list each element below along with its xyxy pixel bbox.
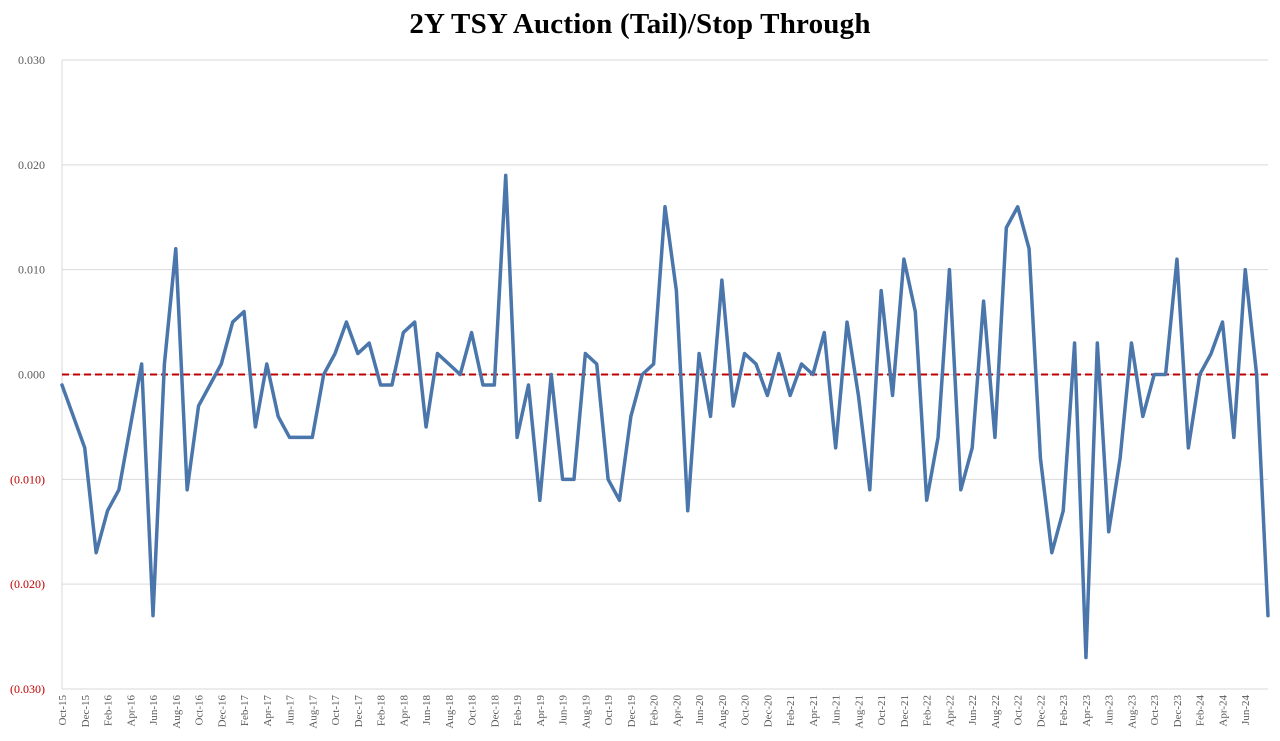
x-tick-label: Oct-16: [194, 695, 206, 726]
y-tick-label: (0.020): [10, 577, 45, 591]
x-tick-label: Feb-21: [785, 695, 797, 726]
x-tick-label: Feb-22: [922, 695, 934, 726]
x-tick-label: Apr-16: [125, 695, 137, 727]
x-tick-label: Jun-23: [1104, 695, 1116, 725]
x-axis-ticks: Oct-15 Dec-15 Feb-16 Apr-16 Jun-16 Aug-16 Oct-…: [57, 695, 1252, 729]
x-tick-label: Dec-18: [489, 695, 501, 728]
x-tick-label: Feb-16: [103, 695, 115, 727]
x-tick-label: Oct-20: [740, 695, 752, 726]
x-tick-label: Aug-17: [307, 695, 319, 729]
x-tick-label: Oct-23: [1149, 695, 1161, 726]
x-tick-label: Aug-23: [1126, 695, 1138, 729]
y-tick-label: (0.030): [10, 682, 45, 696]
x-tick-label: Apr-21: [808, 695, 820, 727]
x-tick-label: Dec-21: [899, 695, 911, 727]
x-tick-label: Jun-16: [148, 695, 160, 725]
x-tick-label: Apr-23: [1081, 695, 1093, 727]
x-tick-label: Jun-21: [831, 695, 843, 725]
x-tick-label: Feb-23: [1058, 695, 1070, 727]
y-tick-label: 0.030: [18, 53, 45, 67]
x-tick-label: Oct-18: [467, 695, 479, 726]
x-tick-label: Apr-24: [1217, 695, 1229, 727]
x-tick-label: Oct-21: [876, 695, 888, 726]
x-tick-label: Oct-17: [330, 695, 342, 726]
x-tick-label: Feb-19: [512, 695, 524, 727]
x-tick-label: Oct-22: [1013, 695, 1025, 726]
x-tick-label: Dec-16: [216, 695, 228, 728]
x-tick-label: Apr-19: [535, 695, 547, 727]
x-tick-label: Jun-24: [1240, 695, 1252, 725]
x-tick-label: Dec-17: [353, 695, 365, 728]
x-tick-label: Dec-22: [1035, 695, 1047, 727]
x-tick-label: Jun-18: [421, 695, 433, 725]
x-tick-label: Aug-22: [990, 695, 1002, 729]
x-tick-label: Dec-15: [80, 695, 92, 728]
x-tick-label: Aug-20: [717, 695, 729, 729]
x-tick-label: Dec-23: [1172, 695, 1184, 728]
x-tick-label: Dec-19: [626, 695, 638, 728]
chart-title: 2Y TSY Auction (Tail)/Stop Through: [409, 8, 871, 40]
x-tick-label: Apr-22: [944, 695, 956, 727]
y-tick-label: 0.020: [18, 158, 45, 172]
x-tick-label: Feb-24: [1195, 695, 1207, 727]
x-tick-label: Oct-19: [603, 695, 615, 726]
series-layer: [60, 173, 1270, 660]
y-tick-label: 0.000: [18, 368, 45, 382]
x-tick-label: Apr-18: [398, 695, 410, 727]
series-line: [60, 173, 1270, 660]
x-tick-label: Jun-20: [694, 695, 706, 725]
x-tick-label: Apr-17: [262, 695, 274, 727]
x-tick-label: Feb-20: [649, 695, 661, 727]
y-axis-ticks: 0.030 0.020 0.010 0.000 (0.010) (0.020) (0.030…: [10, 53, 45, 696]
x-tick-label: Jun-22: [967, 695, 979, 725]
x-tick-label: Oct-15: [57, 695, 69, 726]
x-tick-label: Aug-18: [444, 695, 456, 729]
x-tick-label: Aug-21: [853, 695, 865, 729]
x-tick-label: Feb-17: [239, 695, 251, 727]
x-tick-label: Feb-18: [376, 695, 388, 727]
x-tick-label: Jun-17: [285, 695, 297, 725]
x-tick-label: Aug-19: [580, 695, 592, 729]
x-tick-label: Apr-20: [671, 695, 683, 727]
y-tick-label: (0.010): [10, 472, 45, 486]
x-tick-label: Jun-19: [558, 695, 570, 725]
x-tick-label: Dec-20: [762, 695, 774, 728]
y-tick-label: 0.010: [18, 263, 45, 277]
x-tick-label: Aug-16: [171, 695, 183, 729]
